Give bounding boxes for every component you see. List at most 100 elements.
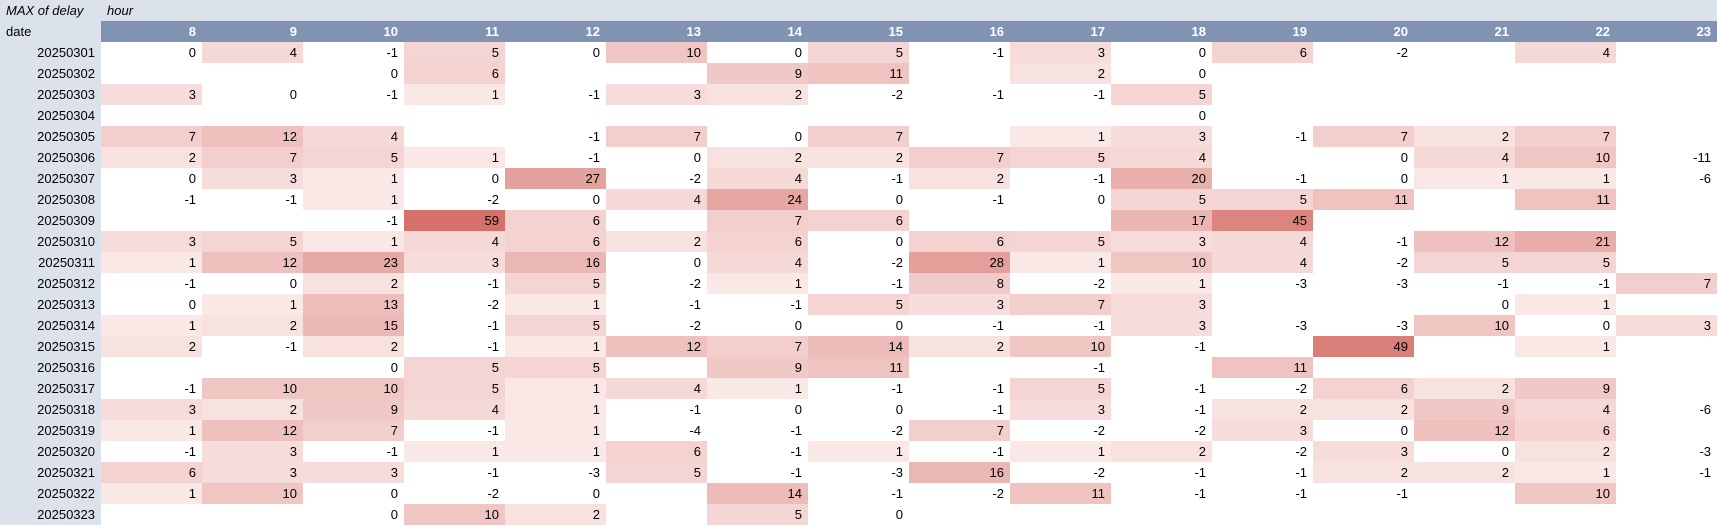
delay-cell[interactable]: -2: [1093, 465, 1105, 480]
delay-cell[interactable]: [606, 483, 707, 504]
delay-cell[interactable]: 4: [606, 378, 707, 399]
title-row-empty-cell[interactable]: [1010, 0, 1111, 21]
delay-cell[interactable]: [1212, 105, 1313, 126]
delay-cell[interactable]: 3: [404, 252, 505, 273]
delay-cell[interactable]: [1515, 504, 1616, 525]
delay-cell[interactable]: -1: [1093, 318, 1105, 333]
delay-cell[interactable]: -1: [992, 444, 1004, 459]
delay-cell[interactable]: -1: [1699, 465, 1711, 480]
delay-cell[interactable]: 13: [303, 294, 404, 315]
delay-cell[interactable]: 5: [202, 231, 303, 252]
delay-cell[interactable]: [1616, 42, 1717, 63]
delay-cell[interactable]: -1: [1194, 486, 1206, 501]
delay-cell[interactable]: -2: [891, 87, 903, 102]
title-row-empty-cell[interactable]: [1111, 0, 1212, 21]
delay-cell[interactable]: -1: [992, 45, 1004, 60]
delay-cell[interactable]: -2: [1295, 381, 1307, 396]
delay-cell[interactable]: 3: [1616, 315, 1717, 336]
delay-cell[interactable]: 1: [707, 378, 808, 399]
delay-cell[interactable]: 4: [202, 42, 303, 63]
delay-cell[interactable]: 6: [1515, 420, 1616, 441]
title-row-empty-cell[interactable]: [404, 0, 505, 21]
delay-cell[interactable]: 2: [606, 231, 707, 252]
delay-cell[interactable]: 0: [693, 150, 701, 165]
delay-cell[interactable]: 3: [1010, 399, 1111, 420]
delay-cell[interactable]: 0: [794, 318, 802, 333]
delay-cell[interactable]: 11: [808, 63, 909, 84]
delay-cell[interactable]: 0: [1400, 150, 1408, 165]
delay-cell[interactable]: 5: [1111, 189, 1212, 210]
delay-cell[interactable]: [404, 105, 505, 126]
delay-cell[interactable]: 20: [1111, 168, 1212, 189]
delay-cell[interactable]: 10: [1515, 147, 1616, 168]
delay-cell[interactable]: 21: [1515, 231, 1616, 252]
delay-cell[interactable]: 0: [1400, 171, 1408, 186]
delay-cell[interactable]: 4: [606, 189, 707, 210]
delay-cell[interactable]: 1: [505, 294, 606, 315]
delay-cell[interactable]: 1: [101, 483, 202, 504]
delay-cell[interactable]: -1: [386, 444, 398, 459]
delay-cell[interactable]: 9: [707, 63, 808, 84]
date-cell[interactable]: 20250313: [0, 294, 101, 315]
delay-cell[interactable]: 1: [202, 294, 303, 315]
date-cell[interactable]: 20250322: [0, 483, 101, 504]
delay-cell[interactable]: 2: [303, 273, 404, 294]
delay-cell[interactable]: -1: [1295, 465, 1307, 480]
delay-cell[interactable]: 3: [1111, 126, 1212, 147]
hour-header-cell[interactable]: 12: [505, 21, 606, 42]
date-cell[interactable]: 20250323: [0, 504, 101, 525]
delay-cell[interactable]: [1616, 357, 1717, 378]
delay-cell[interactable]: 12: [1414, 231, 1515, 252]
delay-cell[interactable]: 0: [1198, 66, 1206, 81]
delay-cell[interactable]: 1: [1010, 252, 1111, 273]
delay-cell[interactable]: -1: [386, 45, 398, 60]
delay-cell[interactable]: -1: [184, 192, 196, 207]
delay-cell[interactable]: -2: [992, 486, 1004, 501]
delay-cell[interactable]: -2: [689, 318, 701, 333]
delay-cell[interactable]: [101, 357, 202, 378]
delay-cell[interactable]: -1: [487, 423, 499, 438]
delay-cell[interactable]: [1515, 105, 1616, 126]
delay-cell[interactable]: -2: [1396, 45, 1408, 60]
delay-cell[interactable]: [202, 357, 303, 378]
delay-cell[interactable]: 1: [1010, 441, 1111, 462]
delay-cell[interactable]: 17: [1111, 210, 1212, 231]
delay-cell[interactable]: 6: [404, 63, 505, 84]
delay-cell[interactable]: [1212, 84, 1313, 105]
delay-cell[interactable]: -1: [1497, 276, 1509, 291]
delay-cell[interactable]: [1616, 84, 1717, 105]
delay-cell[interactable]: 6: [1313, 378, 1414, 399]
delay-cell[interactable]: [1616, 210, 1717, 231]
delay-cell[interactable]: [202, 63, 303, 84]
delay-cell[interactable]: 1: [1414, 168, 1515, 189]
delay-cell[interactable]: [101, 210, 202, 231]
delay-cell[interactable]: 5: [1010, 231, 1111, 252]
delay-cell[interactable]: 2: [1313, 462, 1414, 483]
delay-cell[interactable]: 0: [592, 192, 600, 207]
delay-cell[interactable]: 4: [707, 252, 808, 273]
delay-cell[interactable]: -1: [1295, 171, 1307, 186]
delay-cell[interactable]: [1414, 63, 1515, 84]
delay-cell[interactable]: -3: [1295, 276, 1307, 291]
delay-cell[interactable]: -1: [992, 318, 1004, 333]
delay-cell[interactable]: -1: [285, 339, 297, 354]
date-cell[interactable]: 20250320: [0, 441, 101, 462]
delay-cell[interactable]: 11: [1515, 189, 1616, 210]
delay-cell[interactable]: 7: [606, 126, 707, 147]
delay-cell[interactable]: [1515, 210, 1616, 231]
delay-cell[interactable]: 3: [303, 462, 404, 483]
delay-cell[interactable]: [202, 210, 303, 231]
delay-cell[interactable]: [505, 63, 606, 84]
delay-cell[interactable]: 6: [505, 210, 606, 231]
delay-cell[interactable]: 2: [1515, 441, 1616, 462]
delay-cell[interactable]: 3: [101, 399, 202, 420]
hour-header-cell[interactable]: 8: [101, 21, 202, 42]
delay-cell[interactable]: 5: [606, 462, 707, 483]
delay-cell[interactable]: [1616, 189, 1717, 210]
delay-cell[interactable]: [101, 105, 202, 126]
delay-cell[interactable]: [1313, 504, 1414, 525]
delay-cell[interactable]: [909, 504, 1010, 525]
delay-cell[interactable]: 0: [1198, 108, 1206, 123]
delay-cell[interactable]: 1: [303, 231, 404, 252]
delay-cell[interactable]: 0: [895, 234, 903, 249]
